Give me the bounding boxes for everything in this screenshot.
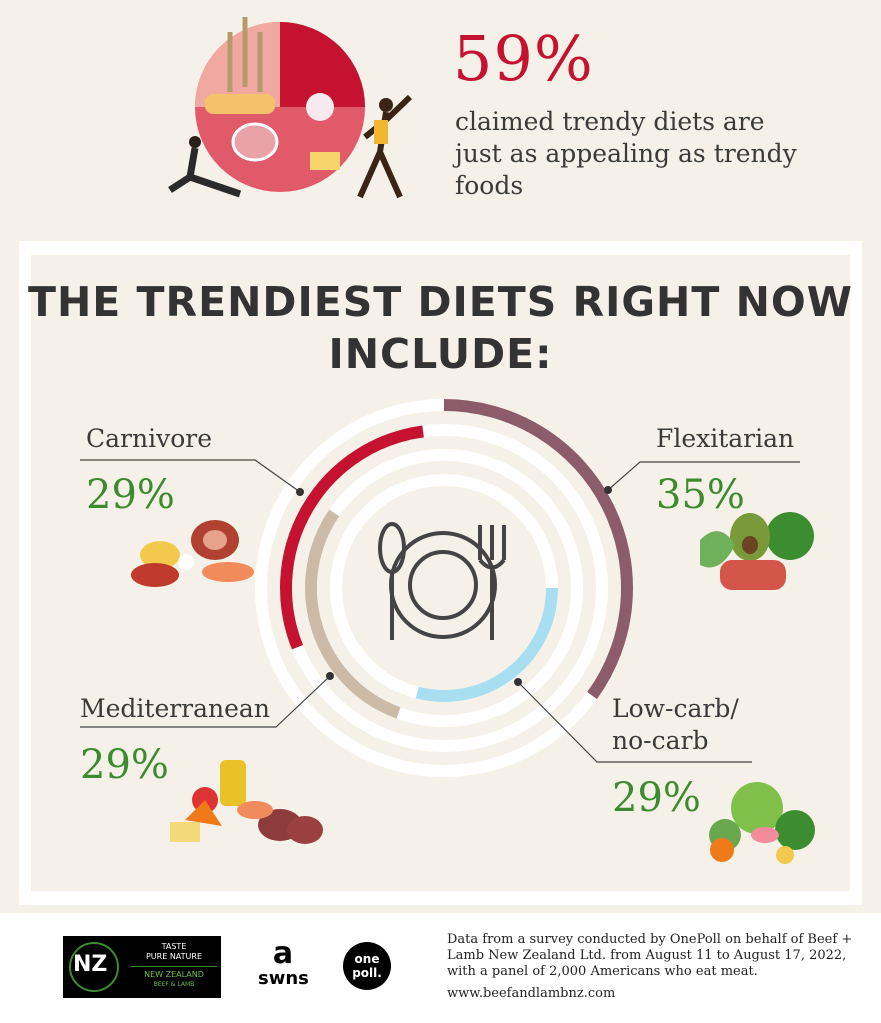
mediterranean-percent: 29% bbox=[80, 742, 169, 788]
bar-low-carb-no-carb bbox=[415, 587, 558, 702]
headline-text: claimed trendy diets are just as appeali… bbox=[455, 107, 797, 200]
bar-mediterranean bbox=[305, 509, 401, 719]
mediterranean-food-illustration bbox=[170, 760, 323, 844]
onepoll-logo: one poll. bbox=[343, 942, 391, 990]
flexitarian-label: Flexitarian bbox=[656, 424, 795, 453]
carnivore-percent: 29% bbox=[86, 472, 175, 518]
leader-dot-4 bbox=[514, 678, 522, 686]
mediterranean-label: Mediterranean bbox=[80, 694, 270, 723]
plate-cutlery-icon bbox=[378, 522, 506, 640]
leader-line-2 bbox=[80, 459, 301, 493]
carnivore-label: Carnivore bbox=[86, 424, 213, 453]
leader-dot-2 bbox=[296, 488, 304, 496]
lowcarb-food-illustration bbox=[709, 782, 815, 864]
leader-dot-3 bbox=[326, 672, 334, 680]
nz-beef-lamb-logo: NZ TASTE PURE NATURE NEW ZEALAND BEEF & … bbox=[63, 936, 221, 998]
nz-mark: NZ bbox=[73, 952, 108, 977]
leader-line-3 bbox=[80, 675, 331, 728]
lowcarb-label: Low-carb/ no-carb bbox=[612, 694, 739, 755]
swns-mark-icon: a bbox=[272, 936, 294, 971]
lowcarb-percent: 29% bbox=[612, 775, 701, 821]
nz-line4: BEEF & LAMB bbox=[153, 981, 195, 988]
leader-dot-1 bbox=[604, 486, 612, 494]
nz-line2: PURE NATURE bbox=[145, 952, 203, 961]
nz-line3: NEW ZEALAND bbox=[131, 966, 217, 980]
leader-line-4 bbox=[517, 681, 752, 763]
flexitarian-food-illustration bbox=[700, 512, 814, 590]
footer-url-link[interactable]: www.beefandlambnz.com bbox=[447, 986, 616, 1001]
swns-logo: a swns bbox=[258, 936, 309, 990]
headline-percent: 59% bbox=[453, 22, 594, 95]
nz-circle-icon bbox=[69, 942, 119, 992]
chart-title: THE TRENDIEST DIETS RIGHT NOW INCLUDE: bbox=[28, 278, 853, 378]
onepoll-text: one poll. bbox=[352, 952, 382, 980]
flexitarian-percent: 35% bbox=[656, 472, 745, 518]
leader-line-1 bbox=[607, 461, 800, 491]
hero-illustration bbox=[168, 17, 413, 199]
nz-line1: TASTE bbox=[161, 942, 187, 951]
bar-flexitarian bbox=[443, 399, 633, 700]
footer-source-text: Data from a survey conducted by OnePoll … bbox=[447, 932, 853, 979]
bar-carnivore bbox=[280, 425, 424, 650]
carnivore-food-illustration bbox=[131, 520, 254, 587]
swns-text: swns bbox=[258, 968, 309, 989]
